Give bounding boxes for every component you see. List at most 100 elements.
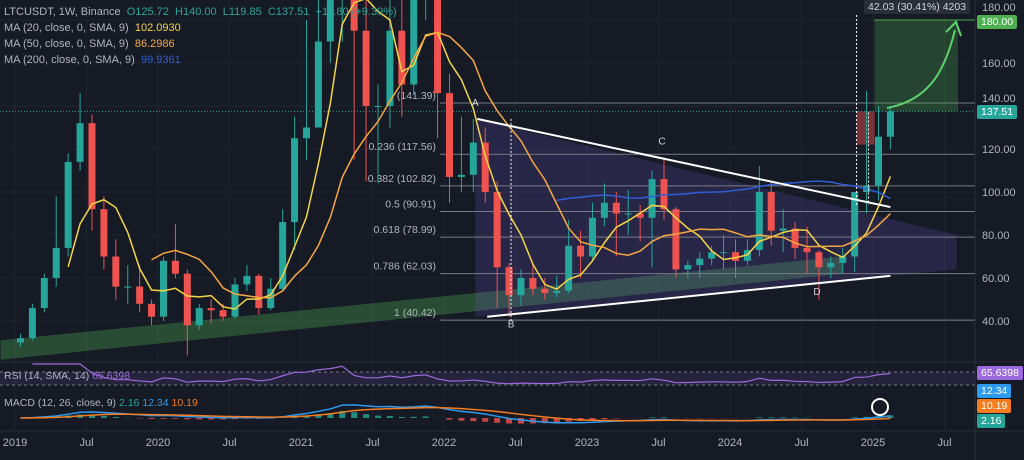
macd-histogram-bar <box>184 418 191 420</box>
ma20-legend[interactable]: MA (20, close, 0, SMA, 9) 102.0930 <box>4 20 397 36</box>
fib-level-label: 0.382 (102.82) <box>368 173 436 185</box>
candle-body <box>529 278 537 289</box>
candle-body <box>112 256 120 287</box>
symbol-label: LTCUSDT, 1W, Binance <box>4 6 121 18</box>
candle-body <box>386 30 394 106</box>
macd-histogram-bar <box>100 415 107 418</box>
x-tick-label: Jul <box>222 437 236 449</box>
candle-body <box>839 256 847 263</box>
ma200-label: MA (200, close, 0, SMA, 9) <box>4 54 135 66</box>
ma50-value: 86.2986 <box>134 38 175 50</box>
candle-body <box>255 275 263 309</box>
candle-body <box>791 228 799 248</box>
macd-histogram-bar <box>553 418 560 423</box>
candle-body <box>565 245 573 291</box>
macd-axis-label: 12.34 <box>977 384 1012 398</box>
macd-histogram-bar <box>517 418 524 424</box>
ma50-legend[interactable]: MA (50, close, 0, SMA, 9) 86.2986 <box>4 36 397 52</box>
rsi-label: RSI (14, SMA, 14) <box>4 370 90 382</box>
rsi-line <box>32 363 891 385</box>
macd-histogram-bar <box>196 418 203 420</box>
macd-histogram-bar <box>660 417 667 418</box>
point-label-c: C <box>658 137 665 148</box>
last-price-label: 137.51 <box>977 105 1018 119</box>
price-pane: 0 (141.39) 0.236 (117.56) 0.382 (102.82) 0.… <box>0 0 975 360</box>
ma20-value: 102.0930 <box>134 22 181 34</box>
candle-body <box>183 273 191 326</box>
candle-body <box>398 30 406 85</box>
candle-body <box>148 303 156 317</box>
candle-body <box>16 338 24 343</box>
macd-line-value: 12.34 <box>142 397 169 409</box>
candle-body <box>124 286 132 288</box>
candle-body <box>410 0 418 85</box>
macd-histogram-bar <box>88 414 95 418</box>
candle-body <box>207 308 215 311</box>
candle-body <box>445 93 453 177</box>
candle-body <box>696 258 704 266</box>
candle-body <box>88 123 96 210</box>
candle-body <box>493 192 501 268</box>
rsi-band <box>0 372 975 385</box>
candle-body <box>279 222 287 289</box>
candle-body <box>815 252 823 268</box>
y-tick-label: 180.00 <box>982 2 1016 14</box>
macd-label: MACD (12, 26, close, 9) <box>4 397 117 409</box>
ma20-label: MA (20, close, 0, SMA, 9) <box>4 22 129 34</box>
candle-body <box>708 252 716 259</box>
candle-body <box>28 308 36 339</box>
change-value: +11.80 (+9.39%) <box>315 6 397 18</box>
x-tick-label: Jul <box>508 437 522 449</box>
ma50-line <box>151 31 891 299</box>
candle-body <box>100 209 108 257</box>
macd-histogram-bar <box>220 418 227 420</box>
low-value: L119.85 <box>222 6 262 18</box>
close-value: C137.51 <box>267 6 310 18</box>
ma200-legend[interactable]: MA (200, close, 0, SMA, 9) 99.9361 <box>4 52 397 68</box>
candle-body <box>291 138 299 223</box>
candle-body <box>731 252 739 261</box>
x-tick-label: 2022 <box>432 437 456 449</box>
candle-body <box>600 202 608 218</box>
candle-body <box>469 142 477 175</box>
y-tick-label: 100.00 <box>982 187 1016 199</box>
open-value: O125.72 <box>126 6 169 18</box>
candle-body <box>779 228 787 231</box>
candle-body <box>624 213 632 215</box>
macd-histogram-bar <box>422 416 429 418</box>
fib-level-label: 0.236 (117.56) <box>368 141 436 153</box>
x-tick-label: 2023 <box>575 437 599 449</box>
highlight-circle <box>871 398 889 416</box>
candle-body <box>827 262 835 268</box>
candle-body <box>874 136 882 186</box>
macd-histogram-bar <box>446 418 453 420</box>
candle-body <box>505 267 513 296</box>
macd-histogram-bar <box>470 418 477 422</box>
candle-body <box>886 111 894 137</box>
candle-body <box>159 260 167 317</box>
macd-histogram-bar <box>172 418 179 419</box>
fib-level-label: 0.786 (62.03) <box>374 261 436 273</box>
macd-histogram-bar <box>541 418 548 424</box>
macd-histogram-bar <box>327 413 334 418</box>
candle-body <box>64 161 72 248</box>
candle-body <box>684 265 692 270</box>
fib-level-label: 0.618 (78.99) <box>374 224 436 236</box>
macd-pane <box>20 404 894 424</box>
macd-histogram-bar <box>780 417 787 418</box>
x-tick-label: 2021 <box>289 437 313 449</box>
support-band <box>0 256 843 360</box>
macd-legend[interactable]: MACD (12, 26, close, 9) 2.16 12.34 10.19 <box>4 397 198 409</box>
rsi-legend[interactable]: RSI (14, SMA, 14) 65.6398 <box>4 370 130 382</box>
candle-body <box>136 286 144 304</box>
y-tick-label: 160.00 <box>982 58 1016 70</box>
candle-body <box>231 284 239 317</box>
candle-body <box>374 106 382 107</box>
macd-histogram-bar <box>410 416 417 418</box>
candle-body <box>755 192 763 251</box>
y-tick-label: 40.00 <box>982 316 1010 328</box>
macd-histogram-bar <box>506 418 513 424</box>
candle-body <box>577 245 585 257</box>
candle-body <box>541 288 549 294</box>
